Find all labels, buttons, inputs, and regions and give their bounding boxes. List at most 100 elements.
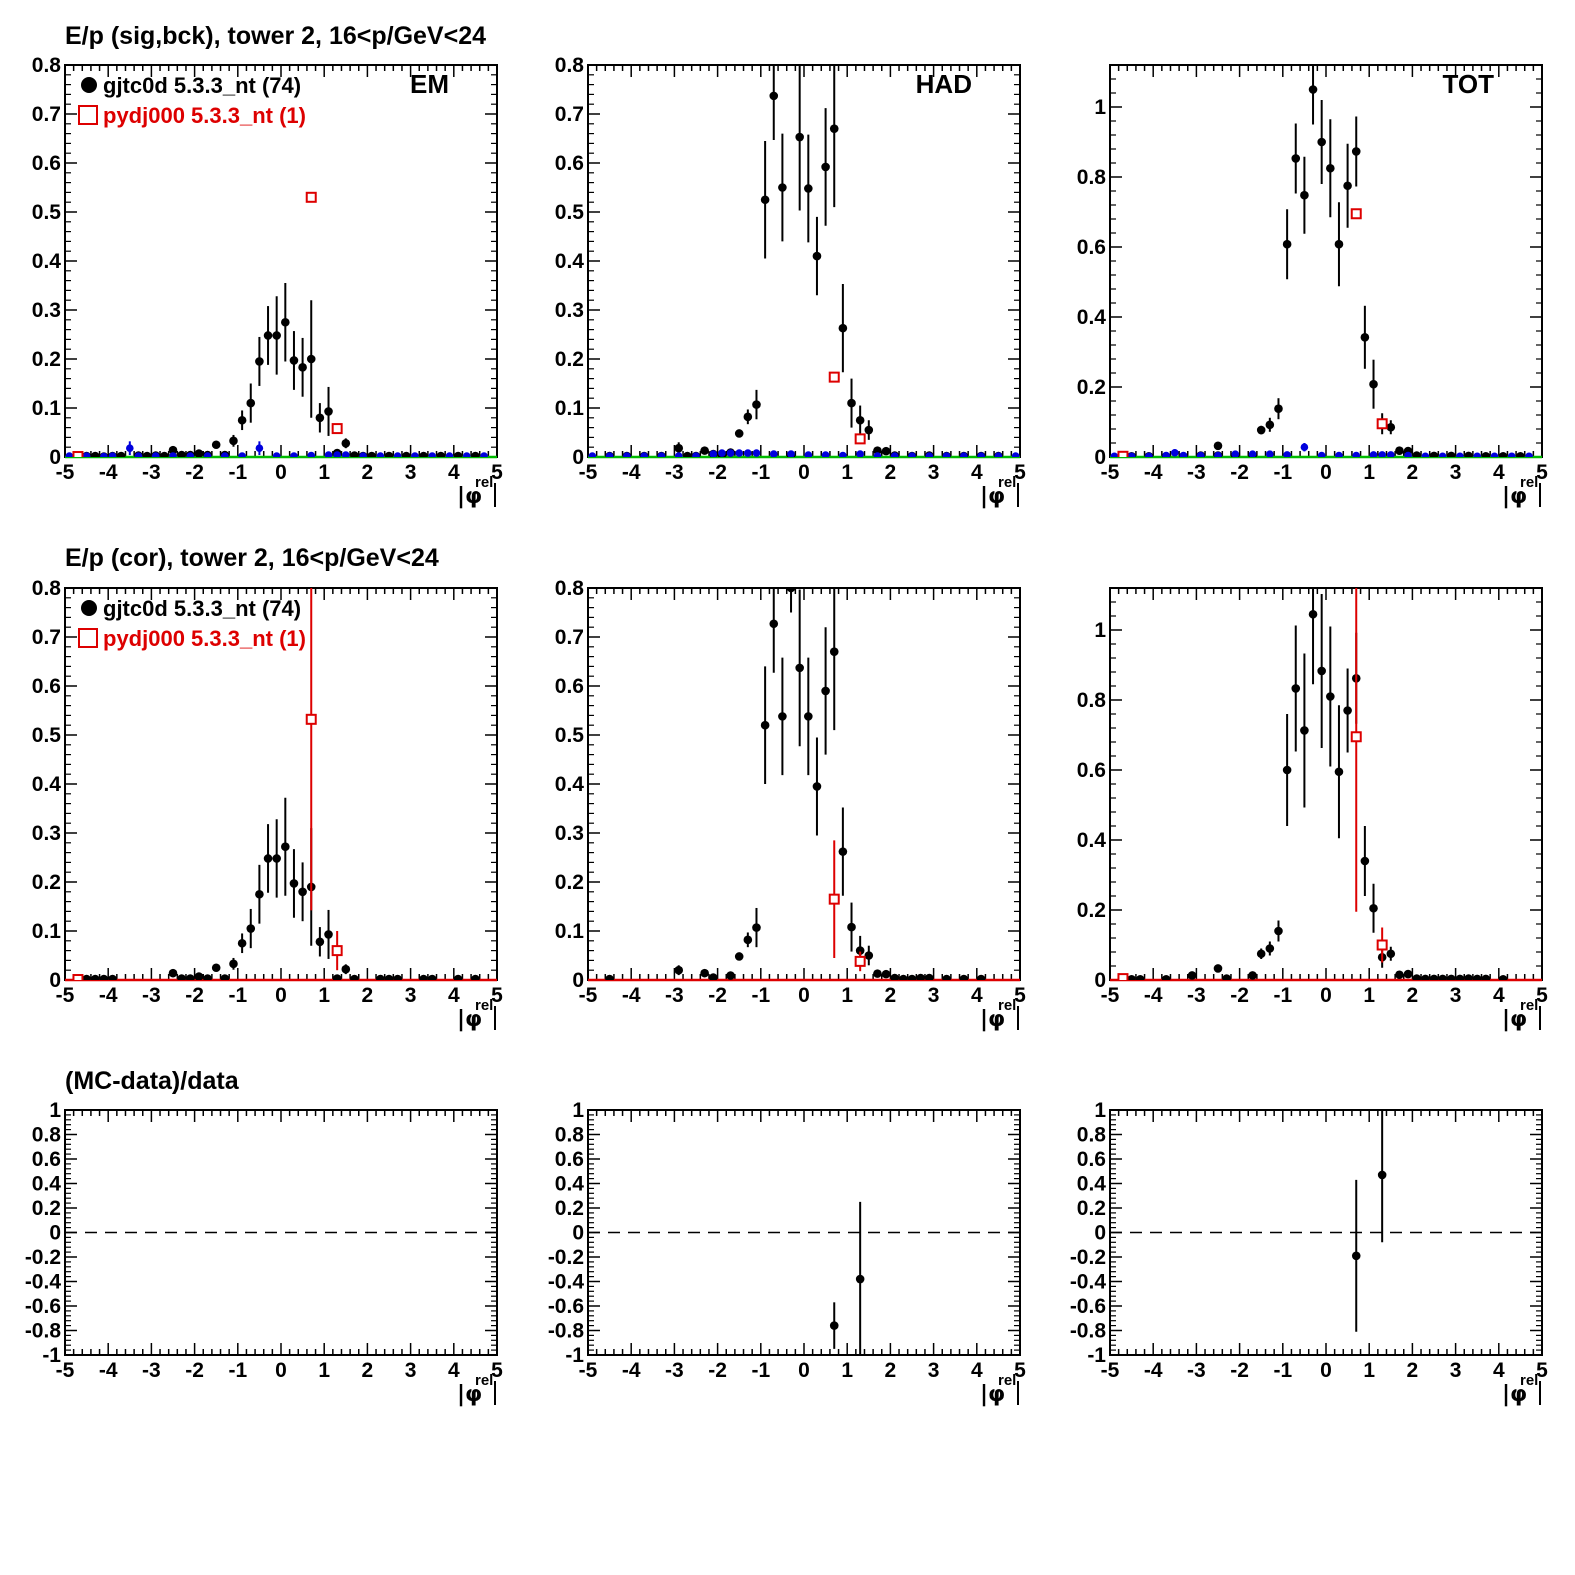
data-point [220,974,230,980]
background-point [769,450,778,457]
data-point [804,712,813,721]
background-point [1300,443,1309,452]
data-point [1282,765,1292,775]
legend-marker-mc [78,105,98,125]
data-point [419,974,428,980]
x-tick-label: 5 [1014,984,1026,1007]
x-tick-label: 3 [405,461,417,484]
x-tick-label: -5 [1101,461,1120,484]
plot-area [65,191,488,457]
y-tick-label: -1 [565,1344,584,1367]
data-point [769,91,779,101]
x-tick-label: 4 [448,461,460,484]
x-tick-label: -2 [1230,984,1249,1007]
data-point [1498,452,1508,457]
background-point [588,452,597,457]
y-tick-label: 0.2 [1077,376,1106,399]
data-point [1308,85,1318,94]
corner-label: HAD [916,69,972,99]
data-point [1300,726,1309,735]
y-tick-label: 0 [572,1222,584,1245]
legend-marker-data [81,77,97,93]
panel-1-0: -5 -4 -3 -2 -1 0 1 2 3 4 5 0 0.1 0.2 0.3 0.4 0.5 0.6 0.7 0.… [32,577,503,1032]
data-point [890,973,900,980]
background-point [359,452,367,457]
panel-2-0: -5 -4 -3 -2 -1 0 1 2 3 4 5-1-0.8-0.6-0.4-0.200.20.… [25,1099,503,1407]
y-tick-label: 0.1 [555,397,585,420]
data-point [674,443,684,453]
x-tick-label: -4 [1144,461,1163,484]
background-point [942,452,951,457]
data-point [778,712,787,721]
data-point [436,451,446,457]
x-tick-label: 0 [275,984,287,1007]
data-point [453,451,463,457]
y-tick-label: 0.8 [1077,1124,1107,1147]
y-tick-label: 0.6 [1077,1148,1106,1171]
x-axis-label-sup: rel [475,1372,493,1389]
background-point [342,451,350,457]
background-point [307,451,316,457]
background-point [718,449,726,457]
background-point [1378,451,1386,457]
mc-point [1376,939,1388,951]
y-tick-label: 0.2 [555,348,584,371]
data-point [384,974,394,980]
background-point [821,451,830,457]
y-tick-label: 0.2 [32,871,61,894]
data-point [829,1321,839,1330]
y-tick-label: 0.4 [32,1173,62,1196]
x-tick-label: 5 [1536,461,1548,484]
mc-point [305,191,317,203]
data-point [881,446,891,456]
data-point [315,413,325,423]
x-tick-label: 5 [491,984,503,1007]
x-tick-label: -1 [1273,984,1292,1007]
y-tick-label: 0.7 [555,626,584,649]
data-point [1472,974,1482,980]
x-tick-label: 4 [1493,461,1505,484]
background-point [1145,452,1153,457]
x-tick-label: -2 [708,984,727,1007]
series-data [829,1201,865,1355]
x-tick-label: 4 [971,1359,983,1382]
y-tick-label: 0.3 [32,299,61,322]
x-tick-label: 5 [491,1359,503,1382]
data-point [726,971,735,980]
data-point [1369,903,1378,913]
data-point [1377,1170,1387,1180]
background-point [1507,452,1516,457]
x-tick-label: 3 [405,1359,417,1382]
data-point [263,854,273,863]
y-tick-label: 0 [49,446,61,469]
y-tick-label: -0.8 [1070,1320,1107,1343]
background-point [726,449,735,457]
y-tick-label: 0.6 [555,675,584,698]
plot-area [1110,65,1533,457]
data-point [341,438,351,448]
y-tick-label: 0 [572,969,584,992]
data-point [1265,944,1275,953]
y-tick-label: 0.8 [32,577,62,600]
plot-area [72,588,480,980]
data-point [1481,974,1491,980]
data-point [160,451,169,457]
data-point [683,451,692,457]
data-point [211,440,221,450]
data-point [237,415,247,425]
x-tick-label: -5 [1101,1359,1120,1382]
data-point [315,937,325,947]
data-point [795,663,804,673]
data-point [1498,975,1508,980]
data-point [743,935,753,945]
legend: gjtc0d 5.3.3_nt (74) pydj000 5.3.3_nt (1) [78,596,306,651]
data-point [1300,190,1309,200]
data-point [427,974,437,980]
y-tick-label: 0.2 [32,1197,61,1220]
background-point [324,451,333,457]
data-point [1351,1251,1361,1261]
data-point [829,124,839,133]
x-tick-label: 1 [1363,1359,1375,1382]
data-point [1360,333,1370,342]
data-point [1256,949,1266,959]
